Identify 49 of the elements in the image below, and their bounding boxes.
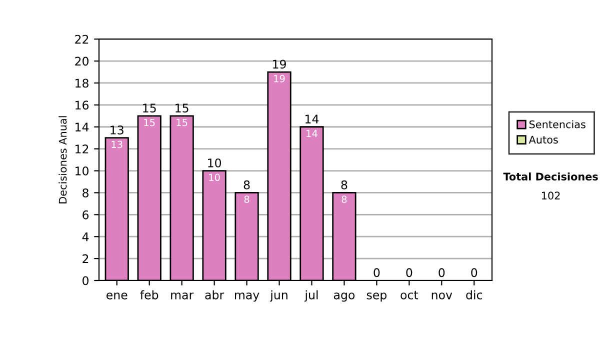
total-label: 0 — [471, 268, 478, 278]
data-label: 13 — [112, 140, 122, 148]
text: Total Decisiones — [503, 172, 598, 180]
data-label: 15 — [144, 118, 155, 126]
y-tick-label: 4 — [82, 232, 89, 242]
y-axis-title: Decisiones Anual — [58, 116, 67, 204]
y-tick-label: 14 — [76, 122, 89, 132]
total-label: 0 — [406, 268, 412, 278]
y-tick-label: 8 — [82, 188, 88, 198]
y-tick-label: 12 — [76, 144, 88, 154]
total-label: 15 — [176, 104, 188, 113]
data-label: 15 — [176, 118, 188, 126]
y-tick-label: 10 — [76, 166, 88, 176]
x-tick-label: jun — [270, 290, 288, 302]
x-tick-label: feb — [140, 290, 158, 300]
total-label: 8 — [244, 180, 250, 190]
x-tick-label: ago — [334, 292, 355, 302]
x-tick-label: mar — [171, 292, 194, 300]
data-label: 10 — [209, 174, 220, 182]
y-tick-label: 18 — [76, 78, 88, 88]
total-label: 15 — [143, 104, 156, 113]
total-label: 10 — [208, 158, 222, 168]
total-label: 13 — [110, 126, 124, 134]
x-tick-label: oct — [400, 290, 418, 300]
x-tick-label: nov — [432, 292, 452, 300]
data-label: 14 — [306, 130, 318, 138]
legend-label: Autos — [528, 136, 558, 144]
total-label: 14 — [306, 114, 319, 124]
y-tick-label: 20 — [75, 56, 88, 66]
total-label: 0 — [374, 268, 380, 278]
data-label: 19 — [274, 74, 285, 82]
y-tick-label: 22 — [75, 34, 88, 44]
y-tick-label: 2 — [82, 254, 88, 264]
x-tick-label: abr — [205, 290, 224, 300]
x-tick-label: ene — [106, 292, 128, 300]
x-tick-label: jul — [304, 290, 318, 302]
y-tick-label: 6 — [82, 210, 89, 220]
total-label: 8 — [341, 180, 348, 190]
text: 102 — [542, 192, 560, 200]
total-label: 0 — [438, 268, 445, 278]
y-tick-label: 0 — [82, 276, 88, 286]
x-tick-label: sep — [366, 292, 387, 302]
data-label: 8 — [244, 196, 250, 203]
data-label: 8 — [342, 196, 347, 203]
x-tick-label: may — [234, 292, 260, 302]
total-label: 19 — [273, 60, 286, 69]
legend-label: Sentencias — [529, 120, 586, 128]
x-tick-label: dic — [466, 290, 482, 300]
y-tick-label: 16 — [76, 100, 89, 110]
